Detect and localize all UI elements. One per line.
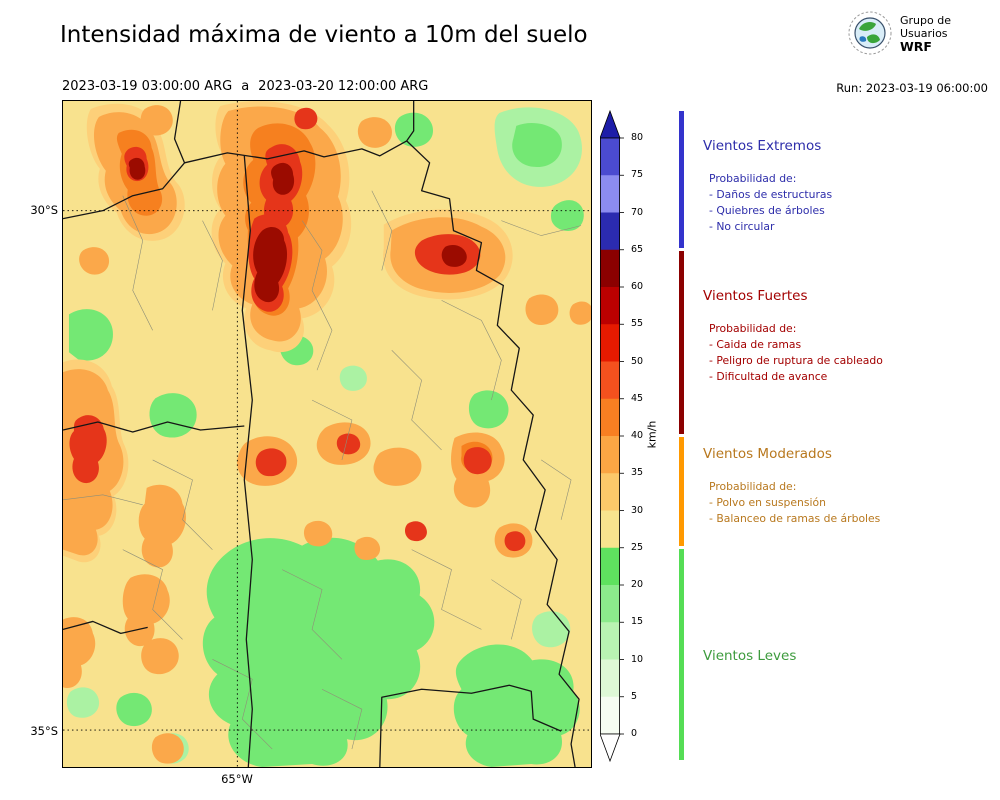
logo-line-2: Usuarios — [900, 26, 948, 40]
legend-item: - Daños de estructuras — [709, 188, 833, 201]
lon-label-65w: 65°W — [221, 772, 253, 786]
logo-text: Grupo de Usuarios WRF — [900, 14, 951, 53]
legend-body-moderados: Probabilidad de: - Polvo en suspensión -… — [709, 479, 995, 527]
colorbar-tick-label: 55 — [631, 318, 644, 330]
legend-item: - No circular — [709, 220, 775, 233]
globe-icon — [848, 11, 892, 55]
colorbar-tick-label: 30 — [631, 504, 644, 516]
logo-line-3: WRF — [900, 38, 932, 54]
colorbar-tick-label: 15 — [631, 616, 644, 628]
legend-section-moderados: Vientos Moderados Probabilidad de: - Pol… — [703, 446, 995, 527]
period-end: 2023-03-20 12:00:00 ARG — [258, 79, 429, 94]
colorbar-tick-label: 10 — [631, 653, 644, 665]
page-title: Intensidad máxima de viento a 10m del su… — [60, 22, 588, 48]
legend-title-moderados: Vientos Moderados — [703, 446, 832, 462]
legend-item: - Polvo en suspensión — [709, 496, 826, 509]
legend-body-extremos: Probabilidad de: - Daños de estructuras … — [709, 171, 995, 235]
colorbar-tick-label: 60 — [631, 281, 644, 292]
legend-section-fuertes: Vientos Fuertes Probabilidad de: - Caida… — [703, 288, 995, 385]
colorbar — [599, 109, 626, 763]
lat-label-30s: 30°S — [30, 203, 58, 217]
logo-line-1: Grupo de — [900, 13, 951, 27]
model-run-label: Run: 2023-03-19 06:00:00 — [836, 81, 988, 95]
admin-boundaries-minor — [63, 190, 582, 750]
legend-item: - Caida de ramas — [709, 338, 802, 351]
legend-title-leves: Vientos Leves — [703, 648, 797, 664]
legend-strip-vientos-leves — [679, 548, 684, 760]
colorbar-tick-label: 50 — [631, 355, 644, 367]
colorbar-tick-label: 45 — [631, 392, 644, 404]
wrf-users-group-logo: Grupo de Usuarios WRF — [847, 10, 951, 56]
colorbar-svg — [599, 109, 624, 763]
period-start: 2023-03-19 03:00:00 ARG — [62, 79, 233, 94]
period-separator: a — [241, 79, 250, 94]
colorbar-tick-label: 35 — [631, 467, 644, 479]
colorbar-tick-label: 75 — [631, 169, 644, 181]
legend-item: - Peligro de ruptura de cableado — [709, 354, 883, 367]
legend-prob-header: Probabilidad de: — [709, 322, 797, 335]
legend-item: - Dificultad de avance — [709, 370, 828, 383]
colorbar-tick-label: 80 — [631, 132, 644, 143]
strong-wind-regions — [69, 107, 526, 552]
colorbar-unit-label: km/h — [645, 420, 659, 449]
legend-strip-vientos-fuertes — [679, 250, 684, 434]
wind-map — [62, 100, 592, 768]
moderate-wind-regions — [63, 101, 591, 764]
legend-prob-header: Probabilidad de: — [709, 172, 797, 185]
legend-strip-vientos-extremos — [679, 111, 684, 248]
legend-section-leves: Vientos Leves — [703, 648, 995, 681]
legend-strip-vientos-moderados — [679, 437, 684, 546]
colorbar-tick-label: 5 — [631, 690, 638, 702]
colorbar-tick-label: 70 — [631, 206, 644, 218]
legend-prob-header: Probabilidad de: — [709, 480, 797, 493]
colorbar-tick-label: 65 — [631, 243, 644, 255]
map-gridlines — [63, 101, 591, 767]
admin-boundaries-major — [63, 101, 580, 767]
legend-title-fuertes: Vientos Fuertes — [703, 288, 808, 304]
forecast-period: 2023-03-19 03:00:00 ARG a 2023-03-20 12:00… — [62, 79, 428, 94]
lat-label-35s: 35°S — [30, 724, 58, 738]
colorbar-tick-label: 20 — [631, 579, 644, 590]
colorbar-tick-label: 0 — [631, 728, 638, 739]
legend-item: - Quiebres de árboles — [709, 204, 825, 217]
colorbar-tick-label: 25 — [631, 541, 644, 553]
legend-body-fuertes: Probabilidad de: - Caida de ramas - Peli… — [709, 321, 995, 385]
wind-map-svg — [63, 101, 591, 767]
legend-item: - Balanceo de ramas de árboles — [709, 512, 881, 525]
colorbar-tick-label: 40 — [631, 430, 644, 441]
legend-section-extremos: Vientos Extremos Probabilidad de: - Daño… — [703, 138, 995, 235]
legend-title-extremos: Vientos Extremos — [703, 138, 822, 154]
